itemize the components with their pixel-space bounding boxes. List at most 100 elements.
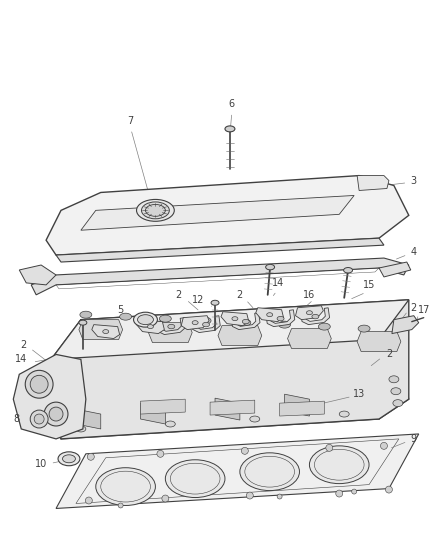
Polygon shape [255, 308, 283, 321]
Text: 16: 16 [303, 290, 315, 300]
Ellipse shape [76, 426, 86, 432]
Text: 2: 2 [20, 340, 26, 350]
Text: 5: 5 [117, 305, 124, 314]
Polygon shape [295, 306, 323, 320]
Ellipse shape [58, 452, 80, 466]
Circle shape [246, 492, 253, 499]
Ellipse shape [159, 315, 171, 322]
Ellipse shape [199, 317, 211, 324]
Polygon shape [287, 329, 331, 349]
Circle shape [118, 503, 123, 508]
Polygon shape [56, 238, 383, 262]
Polygon shape [140, 399, 185, 414]
Text: 9: 9 [410, 434, 416, 444]
Polygon shape [368, 359, 408, 419]
Polygon shape [81, 196, 353, 230]
Ellipse shape [318, 323, 329, 330]
Polygon shape [51, 300, 408, 359]
Text: 13: 13 [352, 389, 364, 399]
Ellipse shape [231, 317, 237, 321]
Polygon shape [156, 318, 185, 335]
Polygon shape [218, 326, 261, 345]
Text: 15: 15 [362, 280, 374, 290]
Ellipse shape [133, 312, 157, 327]
Polygon shape [191, 316, 220, 333]
Polygon shape [215, 398, 239, 420]
Ellipse shape [343, 268, 352, 273]
Ellipse shape [276, 317, 283, 321]
Ellipse shape [390, 387, 400, 394]
Polygon shape [391, 316, 418, 334]
Ellipse shape [165, 421, 175, 427]
Ellipse shape [306, 311, 312, 314]
Ellipse shape [136, 199, 174, 221]
Circle shape [25, 370, 53, 398]
Ellipse shape [249, 416, 259, 422]
Polygon shape [36, 359, 76, 439]
Circle shape [30, 375, 48, 393]
Polygon shape [13, 354, 86, 439]
Text: 2: 2 [410, 303, 416, 313]
Circle shape [241, 447, 248, 454]
Ellipse shape [339, 411, 348, 417]
Circle shape [156, 450, 163, 457]
Circle shape [325, 445, 332, 451]
Ellipse shape [242, 319, 249, 324]
Ellipse shape [239, 453, 299, 490]
Ellipse shape [392, 400, 402, 407]
Text: 2: 2 [385, 350, 391, 359]
Polygon shape [220, 312, 248, 326]
Ellipse shape [120, 313, 131, 320]
Ellipse shape [311, 314, 318, 319]
Polygon shape [356, 175, 388, 190]
Ellipse shape [79, 320, 87, 325]
Polygon shape [140, 403, 165, 424]
Polygon shape [378, 262, 410, 277]
Circle shape [385, 486, 392, 493]
Text: 4: 4 [410, 247, 416, 257]
Circle shape [44, 402, 68, 426]
Text: 17: 17 [417, 305, 429, 314]
Text: 12: 12 [191, 295, 204, 305]
Text: 6: 6 [228, 99, 234, 109]
Ellipse shape [224, 126, 234, 132]
Polygon shape [51, 300, 408, 439]
Ellipse shape [192, 321, 198, 325]
Polygon shape [209, 400, 254, 415]
Circle shape [335, 490, 342, 497]
Polygon shape [56, 434, 418, 508]
Polygon shape [181, 316, 208, 329]
Ellipse shape [202, 322, 209, 327]
Ellipse shape [266, 313, 272, 317]
Polygon shape [148, 322, 192, 343]
Ellipse shape [357, 325, 369, 332]
Polygon shape [46, 175, 408, 255]
Circle shape [85, 497, 92, 504]
Ellipse shape [141, 202, 169, 219]
Polygon shape [31, 258, 408, 295]
Polygon shape [61, 379, 388, 439]
Text: 10: 10 [35, 459, 47, 469]
Text: 14: 14 [15, 354, 27, 365]
Text: 14: 14 [271, 278, 283, 288]
Polygon shape [136, 320, 164, 334]
Ellipse shape [80, 311, 92, 318]
Ellipse shape [211, 300, 219, 305]
Text: 8: 8 [13, 414, 19, 424]
Polygon shape [230, 313, 259, 329]
Circle shape [34, 414, 44, 424]
Ellipse shape [147, 325, 153, 329]
Polygon shape [356, 332, 400, 351]
Polygon shape [265, 310, 294, 327]
Circle shape [276, 494, 282, 499]
Ellipse shape [95, 468, 155, 505]
Polygon shape [279, 401, 324, 416]
Ellipse shape [62, 455, 75, 463]
Text: 2: 2 [236, 290, 243, 300]
Polygon shape [79, 320, 122, 340]
Text: 3: 3 [410, 175, 416, 185]
Circle shape [30, 410, 48, 428]
Circle shape [380, 442, 387, 449]
Ellipse shape [165, 460, 224, 497]
Ellipse shape [388, 376, 398, 383]
